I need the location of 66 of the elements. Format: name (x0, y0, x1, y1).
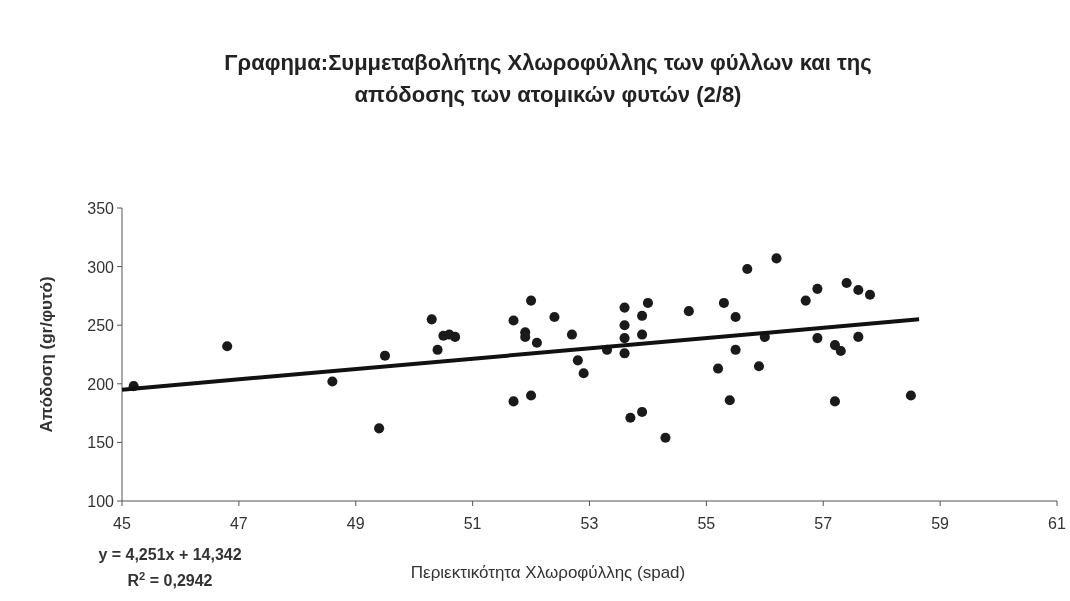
x-tick-label: 57 (814, 515, 833, 532)
point (578, 368, 589, 379)
point (905, 390, 916, 401)
x-tick-label: 51 (463, 515, 482, 532)
point (853, 285, 864, 296)
point (683, 306, 694, 317)
point (812, 283, 823, 294)
point (742, 263, 753, 274)
y-tick-label: 200 (87, 375, 115, 393)
point (549, 311, 560, 323)
point (637, 329, 648, 340)
y-tick-label: 350 (87, 200, 115, 217)
point (619, 333, 630, 344)
point (724, 395, 735, 406)
y-axis-title: Απόδοση (gr/φυτό) (37, 276, 56, 433)
point (835, 345, 846, 357)
point (526, 295, 537, 306)
point (222, 341, 233, 352)
chart-title: Γραφημα:Συμμεταβολήτης Χλωροφύλλης των φύλλων και της απόδοσης των ατομικών φυτών (2/8) (224, 50, 872, 107)
point (637, 310, 648, 321)
point (730, 344, 741, 355)
x-tick-label: 49 (346, 515, 365, 532)
x-tick-label: 53 (580, 515, 599, 532)
point (660, 432, 671, 443)
x-axis-title: Περιεκτικότητα Χλωροφύλλης (spad) (410, 563, 686, 582)
point (730, 311, 741, 323)
point (713, 363, 724, 374)
point (718, 297, 729, 308)
point (637, 406, 648, 417)
point (566, 329, 578, 340)
point (853, 331, 864, 342)
point (753, 361, 765, 372)
point (572, 355, 583, 366)
point (841, 277, 852, 289)
point (379, 350, 391, 361)
point (327, 376, 338, 387)
x-tick-label: 59 (931, 515, 950, 532)
point (619, 302, 630, 313)
y-tick-label: 300 (87, 258, 115, 276)
x-tick-label: 61 (1048, 515, 1066, 532)
point (829, 396, 840, 407)
text: R$^{2}$ = 0,2942 (127, 570, 213, 589)
point (625, 412, 636, 423)
text: y = 4,251x + 14,342 (98, 546, 242, 563)
point (526, 390, 537, 401)
y-tick-label: 250 (87, 317, 115, 335)
x-tick-label: 47 (229, 515, 248, 532)
point (508, 315, 519, 326)
y-tick-label: 100 (87, 493, 115, 510)
point (432, 344, 443, 355)
point (642, 297, 653, 308)
point (864, 289, 876, 300)
point (508, 396, 519, 407)
point (619, 348, 630, 359)
point (531, 337, 542, 348)
x-tick-label: 45 (113, 515, 131, 532)
y-tick-label: 150 (87, 434, 115, 452)
x-tick-label: 55 (697, 515, 716, 532)
point (619, 320, 630, 331)
point (426, 314, 437, 325)
point (800, 295, 811, 306)
point (374, 423, 385, 434)
point (829, 340, 840, 351)
point (812, 333, 823, 344)
point (450, 331, 461, 342)
point (771, 253, 782, 264)
